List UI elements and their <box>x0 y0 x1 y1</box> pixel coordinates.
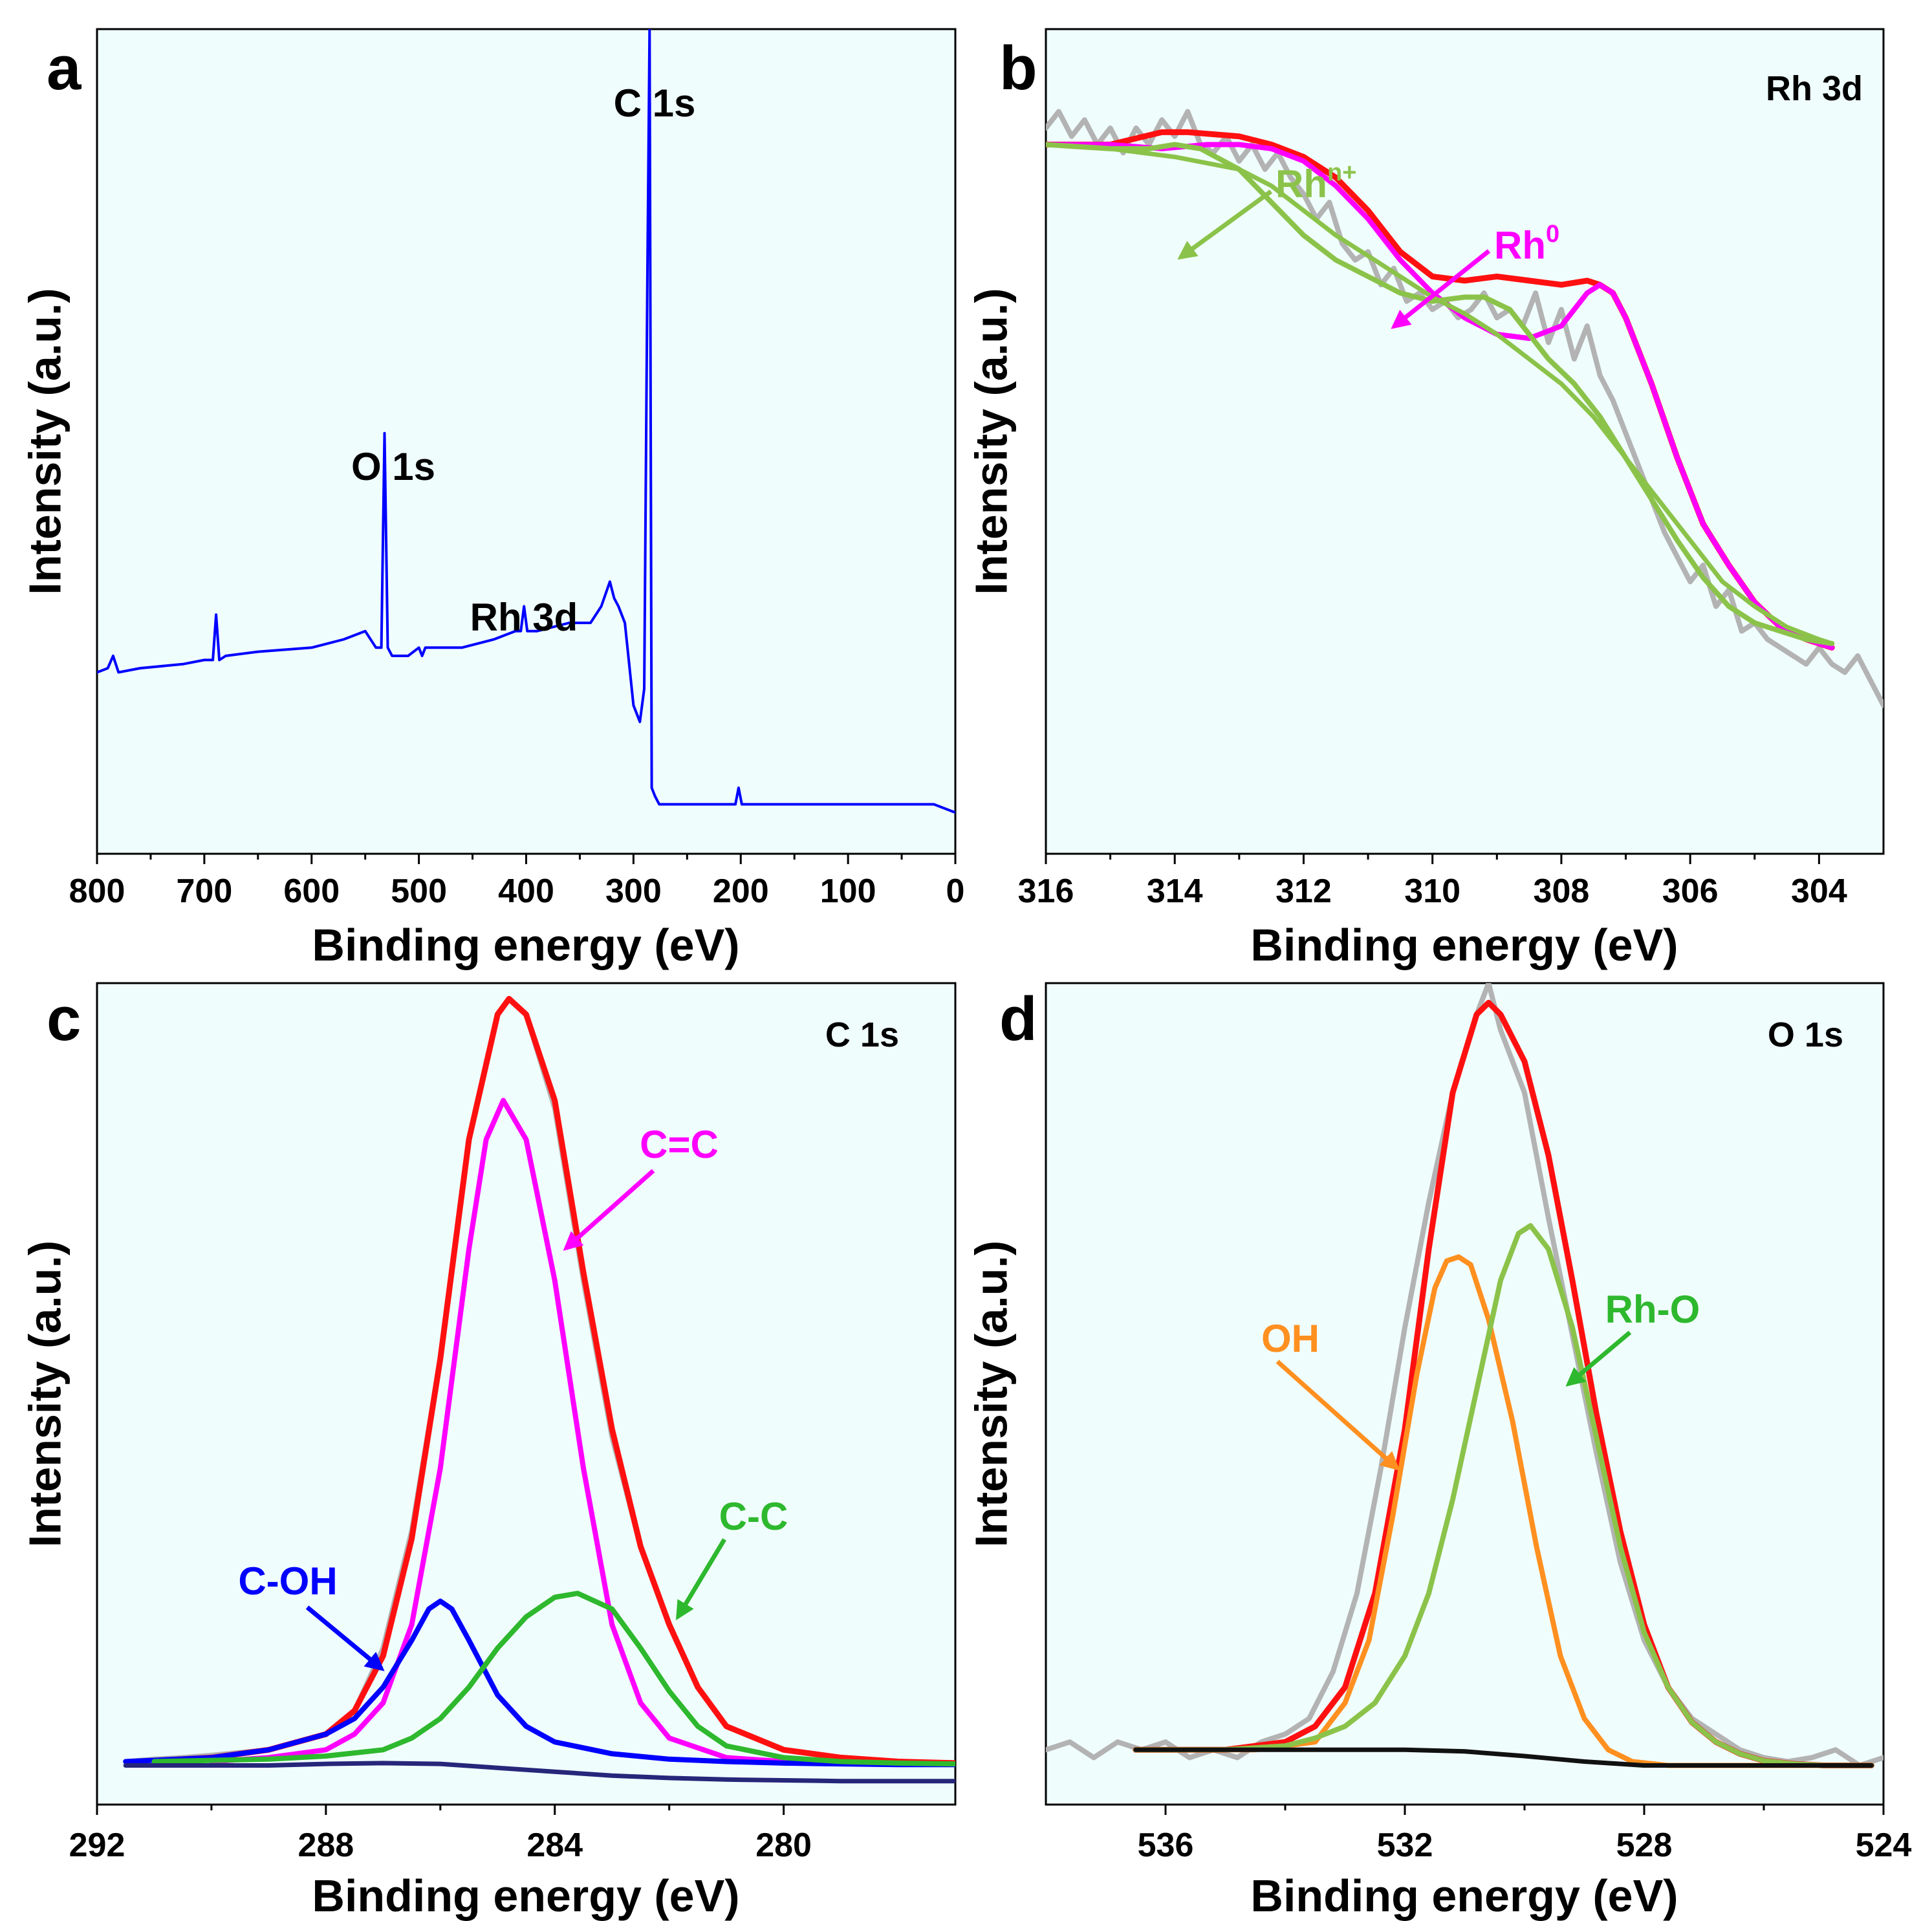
plot-area <box>96 982 957 1806</box>
x-tick-label: 600 <box>283 873 340 910</box>
panel-d: 536 532 528 524 Binding energy (eV) Intensity… <box>966 982 1912 1921</box>
peak-label: C 1s <box>614 81 696 125</box>
series-survey <box>97 29 955 814</box>
x-tick-label: 528 <box>1616 1827 1673 1864</box>
panel-letter: b <box>999 34 1037 103</box>
y-axis-title: Intensity (a.u.) <box>19 1241 70 1547</box>
series-group <box>97 29 955 814</box>
plot-area <box>96 28 957 855</box>
series-group <box>123 995 955 1784</box>
x-tick-label: 310 <box>1404 873 1460 910</box>
x-tick-label: 284 <box>526 1827 583 1864</box>
x-axis-title: Binding energy (eV) <box>312 920 739 970</box>
series-c-oh <box>123 1598 955 1768</box>
y-axis-title: Intensity (a.u.) <box>19 288 70 594</box>
x-tick-label: 306 <box>1662 873 1719 910</box>
x-tick-label: 524 <box>1856 1827 1912 1864</box>
x-tick-label: 0 <box>946 873 965 910</box>
annotation-arrow <box>1391 249 1491 329</box>
series-background <box>1046 142 1834 646</box>
x-tick-label: 308 <box>1534 873 1590 910</box>
y-axis-title: Intensity (a.u.) <box>966 288 1016 594</box>
annotation-arrow <box>1565 1330 1632 1387</box>
x-tick-label: 288 <box>298 1827 354 1864</box>
peak-label: Rh-O <box>1605 1288 1700 1331</box>
peak-label: C-OH <box>238 1559 337 1603</box>
peak-label: O 1s <box>351 445 435 488</box>
x-tick-label: 536 <box>1138 1827 1194 1864</box>
x-tick-label: 280 <box>755 1827 812 1864</box>
annotation-arrow <box>305 1605 385 1671</box>
annotation-arrow <box>563 1169 655 1251</box>
annotation-arrow <box>675 1538 727 1621</box>
x-tick-label: 300 <box>605 873 662 910</box>
panel-title: O 1s <box>1768 1015 1843 1054</box>
peak-label: Rhn+ <box>1275 159 1356 206</box>
x-tick-label: 100 <box>820 873 876 910</box>
series-group <box>1046 109 1883 708</box>
series-group <box>1046 983 1883 1768</box>
x-tick-label: 314 <box>1147 873 1203 910</box>
x-tick-label: 800 <box>69 873 125 910</box>
panel-a: 800 700 600 500 400 300 200 100 0 Binding energy … <box>19 28 965 970</box>
x-tick-label: 200 <box>713 873 769 910</box>
x-tick-label: 304 <box>1791 873 1847 910</box>
x-axis-title: Binding energy (eV) <box>1250 1871 1678 1921</box>
peak-label: OH <box>1261 1317 1319 1360</box>
x-axis-title: Binding energy (eV) <box>1250 920 1678 970</box>
plot-area <box>1045 982 1885 1806</box>
x-tick-label: 316 <box>1018 873 1074 910</box>
x-tick-label: 532 <box>1377 1827 1433 1864</box>
peak-label: C-C <box>719 1495 788 1538</box>
annotation-arrow <box>1275 1360 1400 1471</box>
series-c-c <box>151 1590 955 1767</box>
annotation-arrow <box>1177 190 1273 260</box>
panel-b: 316 314 312 310 308 306 304 Binding energy (eV)… <box>966 28 1885 970</box>
x-tick-label: 700 <box>176 873 232 910</box>
panel-letter: d <box>999 984 1037 1054</box>
panel-c: 292 288 284 280 Binding energy (eV) Intensity… <box>19 982 957 1921</box>
peak-label: C=C <box>640 1123 719 1166</box>
peak-label: Rh0 <box>1494 221 1559 267</box>
x-axis-title: Binding energy (eV) <box>312 1871 739 1921</box>
peak-label: Rh 3d <box>470 596 578 639</box>
series-background <box>123 1761 955 1784</box>
panel-letter: c <box>47 984 81 1054</box>
x-tick-label: 400 <box>498 873 554 910</box>
y-axis-title: Intensity (a.u.) <box>966 1241 1016 1547</box>
panel-title: C 1s <box>825 1015 899 1054</box>
series-c-c <box>208 1098 844 1766</box>
x-tick-label: 500 <box>391 873 447 910</box>
series-background <box>1133 1747 1874 1768</box>
panel-letter: a <box>47 34 81 103</box>
plot-area <box>1045 28 1885 855</box>
x-tick-label: 292 <box>69 1827 125 1864</box>
series-rhn- <box>1046 142 1835 646</box>
x-tick-label: 312 <box>1275 873 1332 910</box>
series-envelope <box>151 995 955 1766</box>
series-rh-o <box>1133 1223 1874 1768</box>
panel-title: Rh 3d <box>1766 69 1863 108</box>
